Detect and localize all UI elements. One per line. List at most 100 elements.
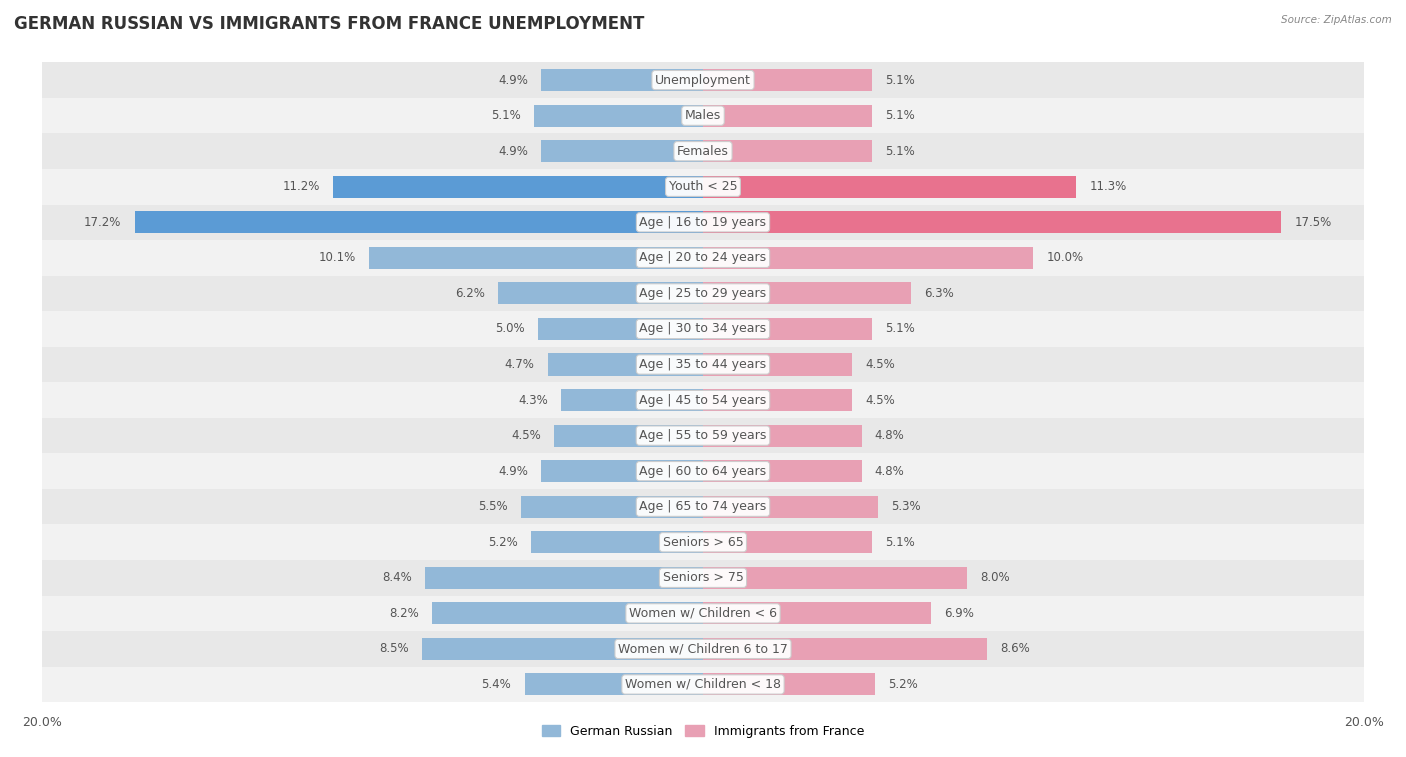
Text: 4.9%: 4.9%	[498, 145, 527, 157]
Text: Males: Males	[685, 109, 721, 122]
Legend: German Russian, Immigrants from France: German Russian, Immigrants from France	[537, 720, 869, 743]
Text: Unemployment: Unemployment	[655, 73, 751, 86]
Bar	[522, 496, 703, 518]
Text: 5.1%: 5.1%	[884, 145, 914, 157]
Bar	[703, 176, 1077, 198]
Text: 5.1%: 5.1%	[884, 109, 914, 122]
Bar	[531, 531, 703, 553]
Bar	[703, 638, 987, 660]
Bar	[703, 425, 862, 447]
Bar	[42, 62, 1364, 98]
Bar	[42, 667, 1364, 702]
Text: 4.5%: 4.5%	[512, 429, 541, 442]
Text: 6.3%: 6.3%	[924, 287, 955, 300]
Text: 11.2%: 11.2%	[283, 180, 319, 193]
Bar	[703, 69, 872, 91]
Bar	[703, 603, 931, 625]
Text: 4.5%: 4.5%	[865, 394, 894, 407]
Bar	[703, 567, 967, 589]
Bar	[42, 560, 1364, 596]
Bar	[42, 631, 1364, 667]
Text: 10.0%: 10.0%	[1046, 251, 1084, 264]
Bar	[42, 204, 1364, 240]
Bar	[703, 247, 1033, 269]
Bar	[703, 318, 872, 340]
Bar	[541, 460, 703, 482]
Bar	[703, 140, 872, 162]
Text: Age | 45 to 54 years: Age | 45 to 54 years	[640, 394, 766, 407]
Bar	[524, 674, 703, 696]
Bar	[703, 104, 872, 126]
Text: Females: Females	[678, 145, 728, 157]
Text: Age | 25 to 29 years: Age | 25 to 29 years	[640, 287, 766, 300]
Bar	[561, 389, 703, 411]
Text: 8.4%: 8.4%	[382, 572, 412, 584]
Text: 6.2%: 6.2%	[456, 287, 485, 300]
Text: 8.0%: 8.0%	[980, 572, 1010, 584]
Text: Source: ZipAtlas.com: Source: ZipAtlas.com	[1281, 15, 1392, 25]
Text: 5.1%: 5.1%	[884, 322, 914, 335]
Bar	[42, 311, 1364, 347]
Bar	[703, 674, 875, 696]
Text: 17.5%: 17.5%	[1295, 216, 1331, 229]
Text: 6.9%: 6.9%	[945, 607, 974, 620]
Text: Seniors > 65: Seniors > 65	[662, 536, 744, 549]
Text: 5.4%: 5.4%	[482, 678, 512, 691]
Bar	[333, 176, 703, 198]
Bar	[432, 603, 703, 625]
Bar	[42, 240, 1364, 276]
Bar	[135, 211, 703, 233]
Bar	[703, 496, 879, 518]
Text: 4.9%: 4.9%	[498, 73, 527, 86]
Bar	[554, 425, 703, 447]
Text: Seniors > 75: Seniors > 75	[662, 572, 744, 584]
Bar	[42, 133, 1364, 169]
Text: 4.7%: 4.7%	[505, 358, 534, 371]
Text: 5.2%: 5.2%	[889, 678, 918, 691]
Text: Age | 30 to 34 years: Age | 30 to 34 years	[640, 322, 766, 335]
Text: 4.8%: 4.8%	[875, 429, 904, 442]
Text: Youth < 25: Youth < 25	[669, 180, 737, 193]
Bar	[42, 596, 1364, 631]
Bar	[422, 638, 703, 660]
Text: 5.1%: 5.1%	[884, 536, 914, 549]
Bar	[541, 69, 703, 91]
Bar	[703, 211, 1281, 233]
Text: 5.0%: 5.0%	[495, 322, 524, 335]
Bar	[42, 169, 1364, 204]
Text: 5.2%: 5.2%	[488, 536, 517, 549]
Text: Women w/ Children < 6: Women w/ Children < 6	[628, 607, 778, 620]
Text: Women w/ Children 6 to 17: Women w/ Children 6 to 17	[619, 643, 787, 656]
Text: 4.5%: 4.5%	[865, 358, 894, 371]
Bar	[42, 382, 1364, 418]
Bar	[703, 460, 862, 482]
Bar	[42, 489, 1364, 525]
Text: Age | 55 to 59 years: Age | 55 to 59 years	[640, 429, 766, 442]
Text: Age | 20 to 24 years: Age | 20 to 24 years	[640, 251, 766, 264]
Text: Age | 16 to 19 years: Age | 16 to 19 years	[640, 216, 766, 229]
Text: 4.9%: 4.9%	[498, 465, 527, 478]
Text: 8.5%: 8.5%	[380, 643, 409, 656]
Bar	[703, 354, 852, 375]
Text: 8.2%: 8.2%	[389, 607, 419, 620]
Text: 5.5%: 5.5%	[478, 500, 508, 513]
Bar	[534, 104, 703, 126]
Text: Age | 65 to 74 years: Age | 65 to 74 years	[640, 500, 766, 513]
Text: 4.8%: 4.8%	[875, 465, 904, 478]
Bar	[42, 276, 1364, 311]
Bar	[370, 247, 703, 269]
Bar	[42, 453, 1364, 489]
Bar	[42, 347, 1364, 382]
Text: 5.1%: 5.1%	[884, 73, 914, 86]
Bar	[703, 389, 852, 411]
Text: Women w/ Children < 18: Women w/ Children < 18	[626, 678, 780, 691]
Bar	[498, 282, 703, 304]
Text: 4.3%: 4.3%	[517, 394, 548, 407]
Bar	[426, 567, 703, 589]
Text: 17.2%: 17.2%	[84, 216, 121, 229]
Text: GERMAN RUSSIAN VS IMMIGRANTS FROM FRANCE UNEMPLOYMENT: GERMAN RUSSIAN VS IMMIGRANTS FROM FRANCE…	[14, 15, 644, 33]
Bar	[42, 418, 1364, 453]
Text: 8.6%: 8.6%	[1001, 643, 1031, 656]
Text: 10.1%: 10.1%	[319, 251, 356, 264]
Text: 5.1%: 5.1%	[492, 109, 522, 122]
